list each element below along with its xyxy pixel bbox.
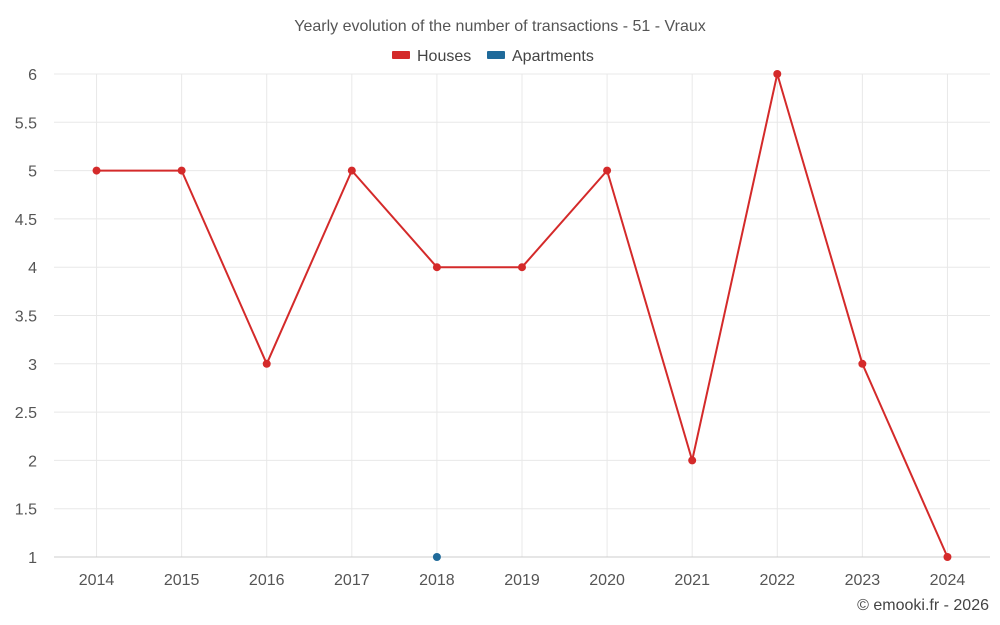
data-point-houses[interactable] xyxy=(432,263,441,272)
gridlines xyxy=(54,73,990,558)
y-tick-label: 5.5 xyxy=(15,115,37,132)
legend-item-apartments[interactable]: Apartments xyxy=(487,48,594,65)
y-axis: 1 1.5 2 2.5 3 3.5 4 4.5 5 5.5 6 xyxy=(15,67,37,567)
legend-swatch-houses xyxy=(392,51,410,59)
x-tick-label: 2021 xyxy=(674,572,710,589)
data-point-houses[interactable] xyxy=(773,70,782,78)
legend: Houses Apartments xyxy=(392,48,594,65)
credit-text: © emooki.fr - 2026 xyxy=(857,597,989,614)
x-tick-label: 2018 xyxy=(419,572,455,589)
y-tick-label: 2.5 xyxy=(15,405,37,422)
chart-title: Yearly evolution of the number of transa… xyxy=(294,18,705,35)
y-tick-label: 5 xyxy=(28,164,37,181)
x-tick-label: 2015 xyxy=(164,572,200,589)
data-point-houses[interactable] xyxy=(262,359,271,368)
legend-label-apartments: Apartments xyxy=(512,48,594,65)
x-tick-label: 2016 xyxy=(249,572,285,589)
x-tick-label: 2023 xyxy=(845,572,881,589)
y-tick-label: 3.5 xyxy=(15,309,37,326)
y-tick-label: 1 xyxy=(28,550,37,567)
x-tick-label: 2014 xyxy=(79,572,115,589)
legend-swatch-apartments xyxy=(487,51,505,59)
y-tick-label: 2 xyxy=(28,453,37,470)
data-point-apartments[interactable] xyxy=(432,553,441,561)
x-tick-label: 2024 xyxy=(930,572,966,589)
x-tick-label: 2020 xyxy=(589,572,625,589)
x-axis: 2014 2015 2016 2017 2018 2019 2020 2021 2022 2023… xyxy=(54,556,990,589)
y-tick-label: 4.5 xyxy=(15,212,37,229)
legend-item-houses[interactable]: Houses xyxy=(392,48,471,65)
x-tick-label: 2022 xyxy=(759,572,795,589)
y-tick-label: 6 xyxy=(28,67,37,84)
x-tick-label: 2017 xyxy=(334,572,370,589)
data-point-houses[interactable] xyxy=(603,166,612,175)
y-tick-label: 3 xyxy=(28,357,37,374)
data-point-houses[interactable] xyxy=(688,456,697,465)
y-tick-label: 1.5 xyxy=(15,502,37,519)
data-point-houses[interactable] xyxy=(943,553,952,561)
data-point-houses[interactable] xyxy=(177,166,186,175)
data-point-houses[interactable] xyxy=(858,359,867,368)
x-tick-label: 2019 xyxy=(504,572,540,589)
data-point-houses[interactable] xyxy=(347,166,356,175)
legend-label-houses: Houses xyxy=(417,48,471,65)
plot-series xyxy=(92,70,952,561)
y-tick-label: 4 xyxy=(28,260,37,277)
data-point-houses[interactable] xyxy=(518,263,526,272)
data-point-houses[interactable] xyxy=(92,166,101,175)
